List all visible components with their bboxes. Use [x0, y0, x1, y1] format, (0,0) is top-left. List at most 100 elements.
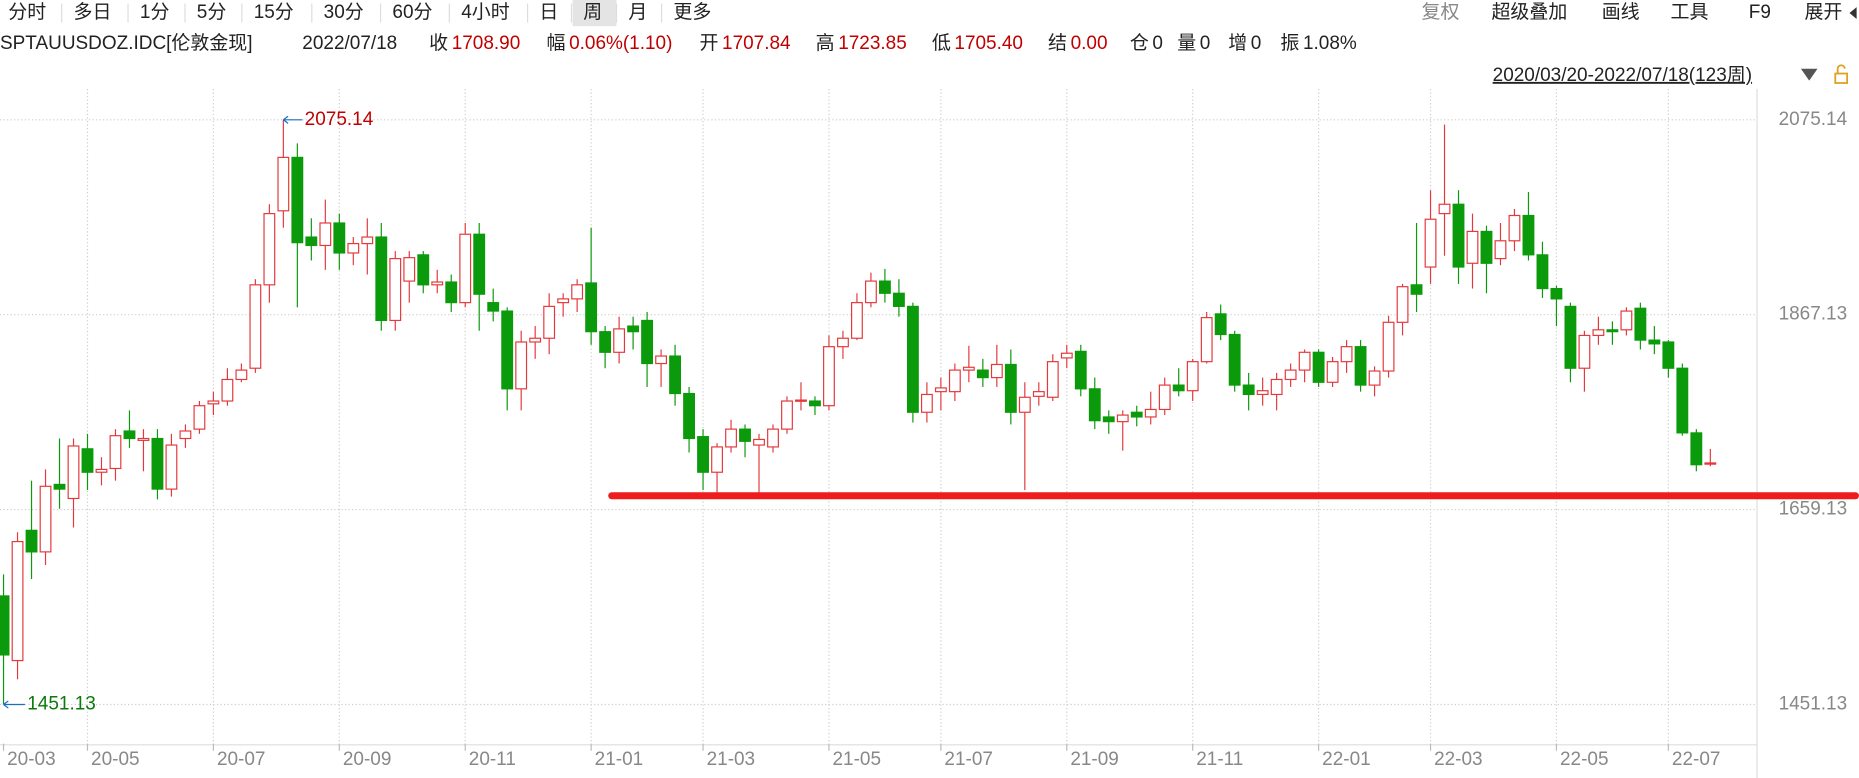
period-button[interactable]: 更多 — [673, 1, 711, 23]
candle-body — [123, 430, 136, 440]
period-button[interactable]: 30分 — [324, 1, 364, 23]
candle-body — [1508, 214, 1521, 242]
quote-label: 振 — [1280, 32, 1299, 54]
x-tick-label: 20-05 — [91, 749, 140, 770]
period-button[interactable]: 5分 — [197, 1, 227, 23]
candle-body — [683, 392, 695, 440]
period-button[interactable]: 周 — [583, 2, 602, 23]
candle-body — [906, 305, 919, 413]
quote-label: 增 — [1228, 32, 1247, 54]
candle-body — [1130, 411, 1143, 418]
x-tick-label: 21-01 — [595, 749, 644, 770]
candle-body — [627, 325, 640, 333]
candle-body — [375, 236, 388, 322]
period-button[interactable]: 60分 — [392, 1, 432, 23]
candle-body — [403, 257, 416, 282]
x-tick-label: 21-11 — [1196, 749, 1243, 770]
candle-body — [1424, 218, 1437, 268]
candle-body — [1242, 384, 1255, 396]
candle-body — [179, 430, 192, 440]
candle-body — [697, 436, 709, 473]
candle-body — [151, 437, 164, 490]
y-tick-label: 1867.13 — [1779, 304, 1848, 325]
tool-button[interactable]: 复权 — [1422, 1, 1460, 23]
candle-body — [277, 156, 290, 212]
quote-label: 结 — [1048, 32, 1067, 54]
min-pointer — [3, 700, 25, 709]
tool-button[interactable]: 超级叠加 — [1491, 1, 1567, 23]
candle-body — [95, 468, 108, 473]
x-tick-label: 21-03 — [707, 749, 756, 770]
candle-body — [319, 222, 332, 247]
range-label[interactable]: 2020/03/20-2022/07/18(123周) — [1493, 65, 1752, 86]
candle-body — [1536, 254, 1549, 290]
selected-bg — [572, 0, 617, 27]
candle-body — [613, 328, 626, 353]
period-button[interactable]: 4小时 — [461, 1, 510, 23]
candle-body — [39, 485, 52, 553]
candle-body — [487, 302, 500, 312]
candle-body — [1634, 307, 1647, 341]
x-tick-label: 22-03 — [1434, 749, 1483, 770]
y-tick-label: 1451.13 — [1779, 694, 1848, 715]
candle-body — [431, 281, 444, 286]
candle-body — [0, 595, 10, 656]
candle-body — [1326, 361, 1339, 383]
candle-body — [892, 292, 905, 307]
candle-body — [165, 444, 178, 490]
period-button[interactable]: 1分 — [140, 1, 170, 23]
candle-body — [1522, 214, 1535, 256]
quote-value: 1723.85 — [838, 33, 907, 54]
period-button[interactable]: 多日 — [74, 1, 112, 23]
candle-body — [389, 258, 402, 322]
candle-body — [948, 369, 961, 393]
candle-body — [67, 445, 80, 500]
range-dropdown[interactable] — [1800, 68, 1818, 81]
max-label: 2075.14 — [305, 109, 374, 130]
candle-body — [1480, 230, 1493, 264]
candle-body — [920, 393, 933, 413]
min-label: 1451.13 — [27, 694, 96, 715]
y-tick-label: 1659.13 — [1779, 499, 1848, 520]
candle-body — [305, 236, 318, 247]
lock-shackle — [1836, 64, 1846, 74]
candle-body — [809, 400, 821, 407]
candle-body — [962, 366, 975, 371]
candle-body — [711, 446, 723, 473]
candle-body — [557, 298, 570, 304]
quote-date: 2022/07/18 — [302, 33, 397, 54]
candle-body — [1396, 286, 1409, 323]
candle-body — [1144, 408, 1157, 418]
period-button[interactable]: 日 — [539, 2, 558, 23]
candle-body — [333, 222, 346, 254]
candle-body — [417, 254, 430, 286]
candle-body — [459, 233, 472, 304]
candle-body — [1186, 361, 1199, 392]
period-button[interactable]: 分时 — [8, 1, 46, 23]
tool-button[interactable]: 工具 — [1670, 2, 1708, 23]
quote-value: 1705.40 — [954, 33, 1023, 54]
candle-body — [1550, 287, 1563, 300]
candle-body — [1452, 203, 1465, 268]
x-tick-label: 21-05 — [833, 749, 882, 770]
tool-button[interactable]: 画线 — [1602, 1, 1640, 23]
candle-body — [1354, 346, 1367, 386]
candle-body — [445, 281, 458, 304]
candle-body — [1298, 351, 1311, 371]
quote-label: 开 — [699, 33, 718, 54]
candle-body — [263, 213, 276, 286]
candle-body — [851, 302, 863, 339]
period-button[interactable]: 月 — [628, 2, 647, 23]
candle-body — [1606, 329, 1619, 333]
candle-body — [1466, 230, 1479, 264]
candle-body — [795, 399, 807, 402]
tool-button[interactable]: 展开 — [1804, 2, 1842, 23]
candle-body — [753, 438, 765, 446]
lock-icon[interactable] — [1834, 72, 1849, 84]
tool-button[interactable]: F9 — [1749, 2, 1771, 23]
candle-body — [137, 437, 150, 441]
candle-body — [235, 369, 248, 381]
period-button[interactable]: 15分 — [254, 1, 294, 23]
candle-body — [1004, 363, 1017, 413]
candle-body — [1060, 352, 1073, 359]
